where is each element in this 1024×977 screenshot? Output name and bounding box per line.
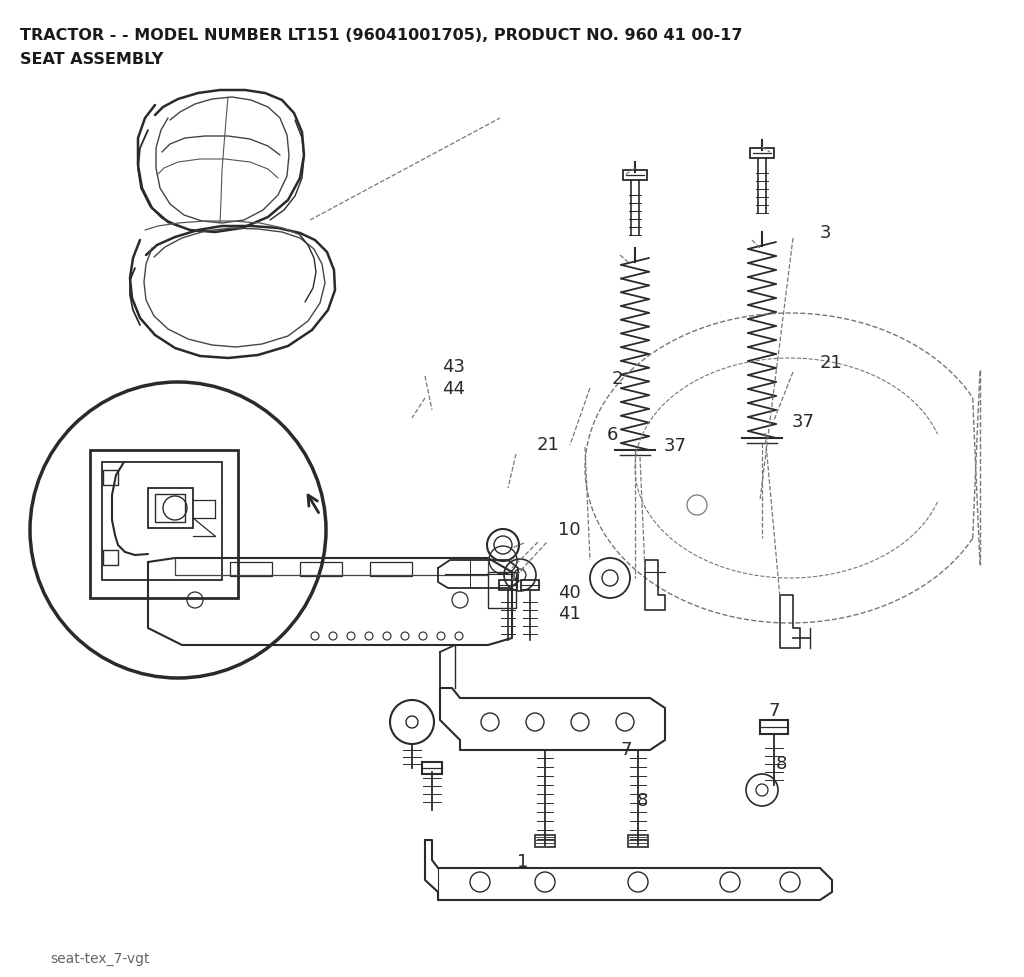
Bar — [102, 462, 222, 580]
Text: 8: 8 — [637, 792, 648, 810]
Text: 21: 21 — [819, 355, 842, 372]
Text: 37: 37 — [792, 413, 814, 431]
Bar — [760, 720, 788, 734]
Bar — [499, 580, 517, 590]
Bar — [230, 562, 272, 576]
Text: TRACTOR - - MODEL NUMBER LT151 (96041001705), PRODUCT NO. 960 41 00-17: TRACTOR - - MODEL NUMBER LT151 (96041001… — [20, 28, 742, 43]
Bar — [422, 762, 442, 774]
Text: 44: 44 — [442, 380, 465, 398]
Bar — [623, 170, 647, 180]
Text: 3: 3 — [819, 224, 830, 241]
Bar — [103, 550, 118, 565]
Text: 7: 7 — [621, 742, 632, 759]
Text: 41: 41 — [558, 605, 581, 622]
Bar — [103, 470, 118, 485]
Bar — [535, 835, 555, 847]
Text: 43: 43 — [442, 359, 465, 376]
Bar — [370, 562, 412, 576]
Bar — [300, 562, 342, 576]
Text: seat-tex_7-vgt: seat-tex_7-vgt — [50, 952, 150, 966]
Bar — [750, 148, 774, 158]
Text: 37: 37 — [664, 437, 686, 454]
Bar — [148, 488, 193, 528]
Text: 1: 1 — [517, 853, 528, 871]
Text: 7: 7 — [768, 702, 779, 720]
Text: SEAT ASSEMBLY: SEAT ASSEMBLY — [20, 52, 164, 67]
Text: 21: 21 — [537, 436, 559, 453]
Text: 10: 10 — [558, 521, 581, 538]
Bar — [488, 572, 516, 608]
Bar — [155, 494, 185, 522]
Bar — [521, 580, 539, 590]
Text: 8: 8 — [776, 755, 787, 773]
Text: 6: 6 — [607, 426, 618, 444]
Bar — [90, 450, 238, 598]
Bar — [628, 835, 648, 847]
Text: 40: 40 — [558, 584, 581, 602]
Text: 2: 2 — [611, 370, 623, 388]
